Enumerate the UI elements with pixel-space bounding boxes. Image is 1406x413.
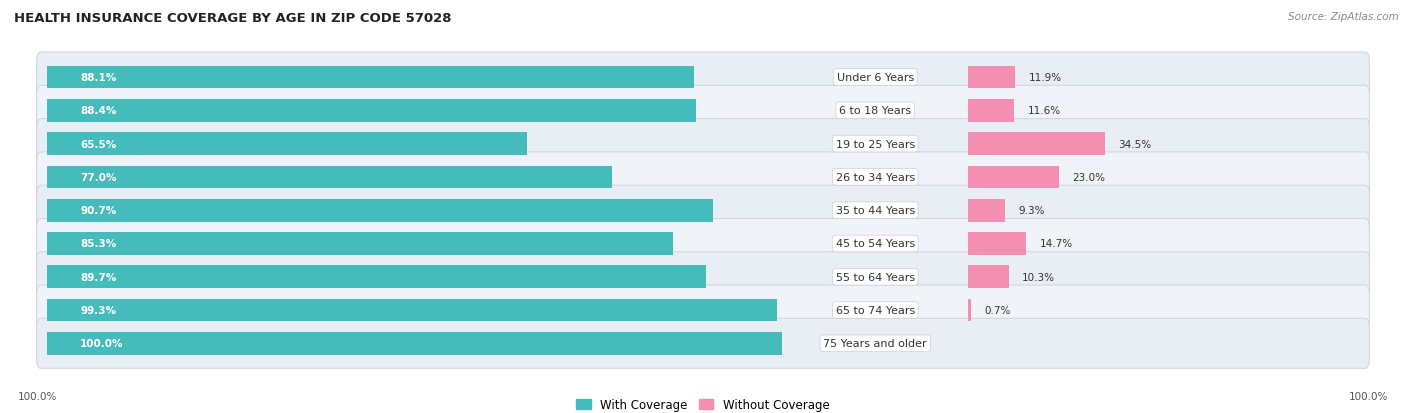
Text: 65 to 74 Years: 65 to 74 Years	[835, 305, 915, 315]
Text: 75 Years and older: 75 Years and older	[824, 339, 927, 349]
Bar	[967, 199, 1005, 222]
Text: 77.0%: 77.0%	[80, 173, 117, 183]
Bar	[967, 299, 970, 322]
Bar	[48, 100, 696, 122]
Text: 100.0%: 100.0%	[1348, 391, 1388, 401]
Text: 100.0%: 100.0%	[80, 339, 124, 349]
Bar	[967, 266, 1010, 288]
Text: 26 to 34 Years: 26 to 34 Years	[835, 173, 915, 183]
FancyBboxPatch shape	[37, 318, 1369, 368]
Text: 6 to 18 Years: 6 to 18 Years	[839, 106, 911, 116]
Text: 55 to 64 Years: 55 to 64 Years	[835, 272, 915, 282]
FancyBboxPatch shape	[37, 186, 1369, 235]
Bar	[48, 166, 612, 189]
Text: 89.7%: 89.7%	[80, 272, 117, 282]
FancyBboxPatch shape	[37, 152, 1369, 202]
Bar	[48, 199, 713, 222]
Text: 65.5%: 65.5%	[80, 139, 117, 149]
Text: 100.0%: 100.0%	[18, 391, 58, 401]
Bar	[48, 332, 783, 355]
Text: Under 6 Years: Under 6 Years	[837, 73, 914, 83]
Bar	[48, 233, 673, 255]
Text: 99.3%: 99.3%	[80, 305, 117, 315]
Text: 19 to 25 Years: 19 to 25 Years	[835, 139, 915, 149]
Text: 35 to 44 Years: 35 to 44 Years	[835, 206, 915, 216]
FancyBboxPatch shape	[37, 219, 1369, 269]
Text: 0.7%: 0.7%	[984, 305, 1011, 315]
Bar	[48, 266, 706, 288]
Legend: With Coverage, Without Coverage: With Coverage, Without Coverage	[572, 393, 834, 413]
Text: 11.6%: 11.6%	[1028, 106, 1060, 116]
FancyBboxPatch shape	[37, 119, 1369, 169]
Bar	[967, 166, 1059, 189]
Text: 23.0%: 23.0%	[1073, 173, 1105, 183]
Text: 10.3%: 10.3%	[1022, 272, 1054, 282]
Bar	[967, 133, 1105, 156]
Text: 90.7%: 90.7%	[80, 206, 117, 216]
Bar	[48, 299, 778, 322]
FancyBboxPatch shape	[37, 285, 1369, 335]
Bar	[48, 66, 695, 89]
Text: HEALTH INSURANCE COVERAGE BY AGE IN ZIP CODE 57028: HEALTH INSURANCE COVERAGE BY AGE IN ZIP …	[14, 12, 451, 25]
Text: 45 to 54 Years: 45 to 54 Years	[835, 239, 915, 249]
FancyBboxPatch shape	[37, 53, 1369, 103]
Text: 34.5%: 34.5%	[1118, 139, 1152, 149]
Text: 88.1%: 88.1%	[80, 73, 117, 83]
Text: 9.3%: 9.3%	[1018, 206, 1045, 216]
Bar	[48, 133, 526, 156]
Text: 11.9%: 11.9%	[1029, 73, 1062, 83]
Bar	[967, 66, 1015, 89]
FancyBboxPatch shape	[37, 86, 1369, 136]
Text: 88.4%: 88.4%	[80, 106, 117, 116]
Text: 14.7%: 14.7%	[1039, 239, 1073, 249]
Bar	[967, 100, 1014, 122]
Text: 85.3%: 85.3%	[80, 239, 117, 249]
Text: Source: ZipAtlas.com: Source: ZipAtlas.com	[1288, 12, 1399, 22]
Bar	[967, 233, 1026, 255]
FancyBboxPatch shape	[37, 252, 1369, 302]
